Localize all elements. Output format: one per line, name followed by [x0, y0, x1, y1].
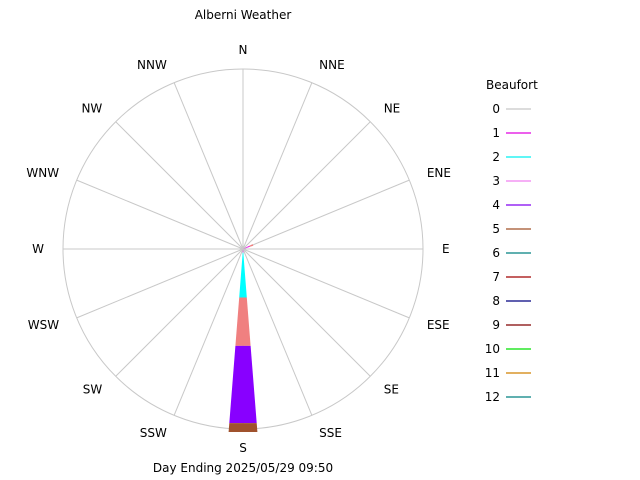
legend-label-6: 6 [492, 246, 500, 260]
direction-label-wnw: WNW [26, 166, 59, 180]
direction-label-ne: NE [384, 101, 401, 115]
spoke-sse [242, 248, 313, 416]
spoke-ese [242, 248, 410, 319]
legend-label-2: 2 [492, 150, 500, 164]
legend-label-7: 7 [492, 270, 500, 284]
direction-label-sse: SSE [319, 426, 342, 440]
petal-s-beaufort-1 [242, 249, 244, 253]
rose-petals [228, 244, 258, 432]
direction-label-ssw: SSW [140, 426, 167, 440]
petal-s-beaufort-4 [229, 345, 257, 424]
direction-label-nw: NW [81, 101, 102, 115]
petal-s-beaufort-5 [228, 423, 258, 432]
legend-label-1: 1 [492, 126, 500, 140]
spoke-ssw [173, 248, 244, 416]
petal-ene-beaufort-1 [243, 245, 250, 249]
spoke-nne [242, 82, 313, 250]
legend-label-4: 4 [492, 198, 500, 212]
direction-label-nnw: NNW [137, 58, 167, 72]
spoke-se [242, 248, 371, 377]
spoke-ene [242, 179, 410, 250]
spoke-wnw [76, 179, 244, 250]
petal-s-beaufort-2 [239, 252, 247, 298]
legend-label-9: 9 [492, 318, 500, 332]
direction-label-ene: ENE [427, 166, 451, 180]
direction-label-nne: NNE [319, 58, 345, 72]
chart-title: Alberni Weather [195, 8, 292, 22]
direction-label-n: N [239, 43, 248, 57]
legend-label-8: 8 [492, 294, 500, 308]
legend-label-12: 12 [485, 390, 500, 404]
spoke-nnw [173, 82, 244, 250]
legend-label-3: 3 [492, 174, 500, 188]
spoke-nw [115, 121, 244, 250]
direction-label-s: S [239, 441, 247, 455]
direction-label-sw: SW [83, 383, 103, 397]
direction-label-se: SE [384, 383, 399, 397]
legend-label-10: 10 [485, 342, 500, 356]
petal-ene-beaufort-3 [249, 244, 254, 247]
direction-label-e: E [442, 242, 450, 256]
legend-label-5: 5 [492, 222, 500, 236]
legend-title: Beaufort [486, 78, 538, 92]
spoke-ne [242, 121, 371, 250]
direction-label-wsw: WSW [28, 318, 59, 332]
legend-label-11: 11 [485, 366, 500, 380]
direction-labels: N NNE NE ENE E ESE SE SSE S SSW SW WSW W WNW NW NNW [26, 43, 451, 455]
petal-s-beaufort-3 [235, 297, 251, 346]
direction-label-ese: ESE [427, 318, 450, 332]
spoke-sw [115, 248, 244, 377]
spoke-wsw [76, 248, 244, 319]
direction-label-w: W [32, 242, 44, 256]
legend-label-0: 0 [492, 102, 500, 116]
chart-footer: Day Ending 2025/05/29 09:50 [153, 461, 333, 475]
